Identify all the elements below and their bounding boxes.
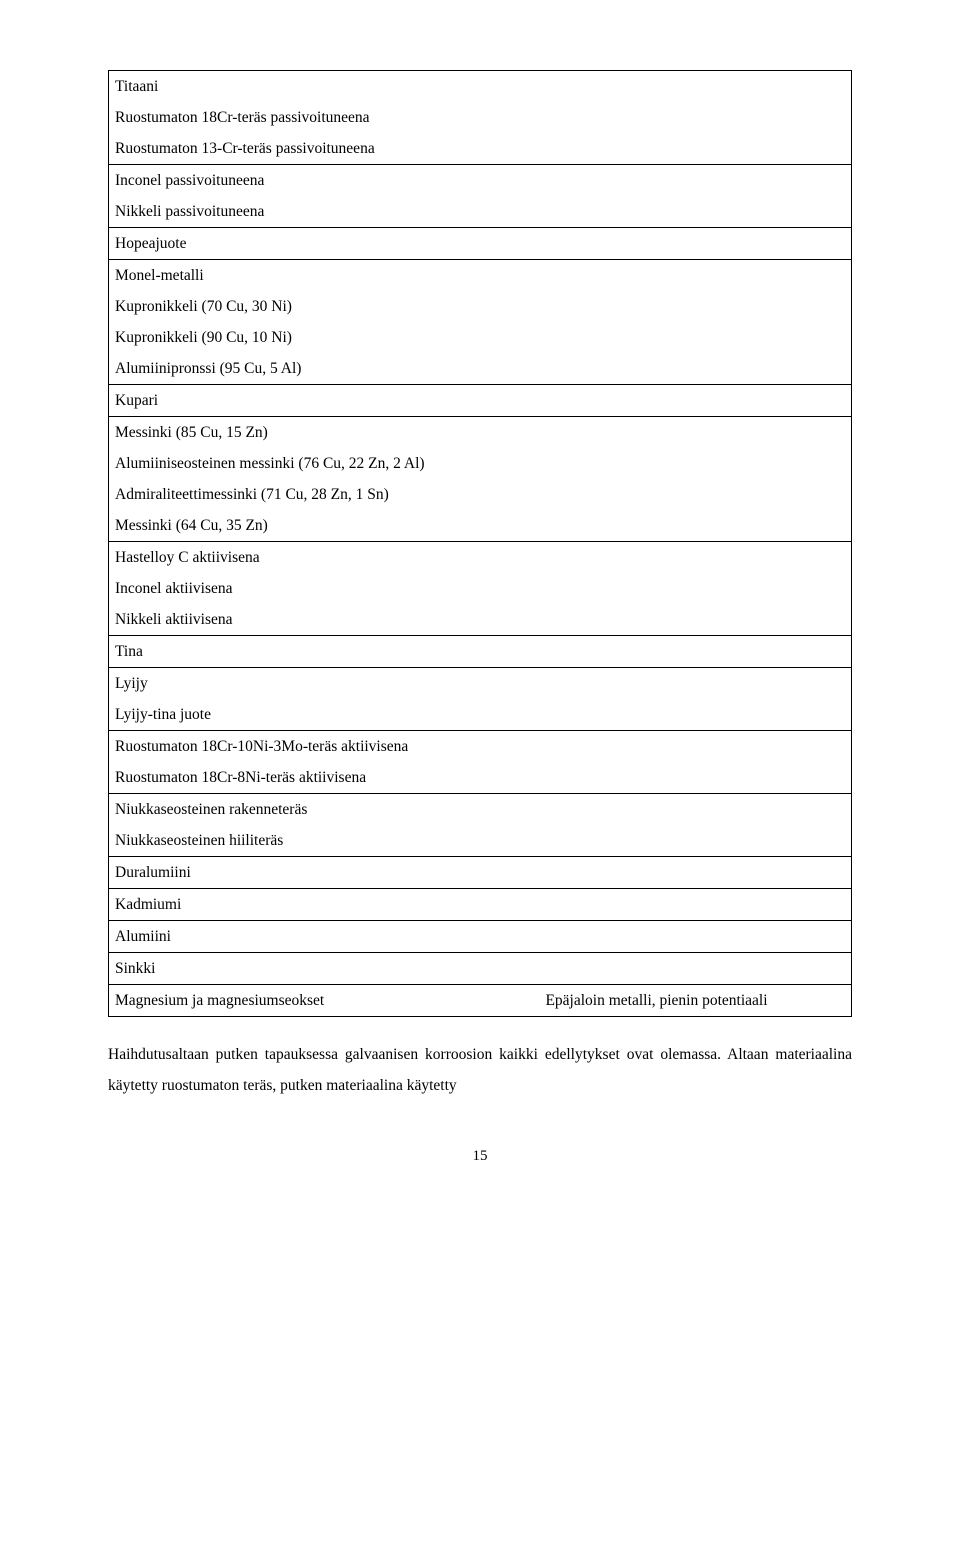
table-cell: Messinki (64 Cu, 35 Zn)	[109, 510, 540, 542]
table-cell: Epäjaloin metalli, pienin potentiaali	[539, 985, 851, 1017]
table-row: Hastelloy C aktiivisena	[109, 542, 852, 574]
table-row: Alumiini	[109, 921, 852, 953]
table-cell: Magnesium ja magnesiumseokset	[109, 985, 540, 1017]
table-row: Tina	[109, 636, 852, 668]
table-row: Inconel passivoituneena	[109, 165, 852, 197]
table-cell	[539, 417, 851, 542]
table-cell: Kupronikkeli (70 Cu, 30 Ni)	[109, 291, 540, 322]
table-cell: Messinki (85 Cu, 15 Zn)	[109, 417, 540, 449]
body-paragraph: Haihdutusaltaan putken tapauksessa galva…	[108, 1039, 852, 1101]
table-cell: Titaani	[109, 71, 540, 103]
table-cell: Ruostumaton 18Cr-teräs passivoituneena	[109, 102, 540, 133]
table-cell: Admiraliteettimessinki (71 Cu, 28 Zn, 1 …	[109, 479, 540, 510]
table-row: Magnesium ja magnesiumseoksetEpäjaloin m…	[109, 985, 852, 1017]
table-cell	[539, 165, 851, 228]
table-cell	[539, 794, 851, 857]
table-cell: Hopeajuote	[109, 228, 540, 260]
table-cell	[539, 731, 851, 794]
table-cell	[539, 889, 851, 921]
table-cell: Lyijy	[109, 668, 540, 700]
table-cell: Nikkeli passivoituneena	[109, 196, 540, 228]
table-row: Titaani	[109, 71, 852, 103]
table-cell: Alumiinipronssi (95 Cu, 5 Al)	[109, 353, 540, 385]
table-row: Niukkaseosteinen rakenneteräs	[109, 794, 852, 826]
table-cell: Tina	[109, 636, 540, 668]
table-row: Duralumiini	[109, 857, 852, 889]
table-cell: Kadmiumi	[109, 889, 540, 921]
table-cell	[539, 668, 851, 731]
table-row: Sinkki	[109, 953, 852, 985]
table-cell	[539, 260, 851, 385]
table-cell: Alumiiniseosteinen messinki (76 Cu, 22 Z…	[109, 448, 540, 479]
table-cell	[539, 228, 851, 260]
table-cell	[539, 542, 851, 636]
table-cell	[539, 857, 851, 889]
table-row: Hopeajuote	[109, 228, 852, 260]
table-cell: Nikkeli aktiivisena	[109, 604, 540, 636]
table-row: Kupari	[109, 385, 852, 417]
materials-table: TitaaniRuostumaton 18Cr-teräs passivoitu…	[108, 70, 852, 1017]
table-cell: Kupari	[109, 385, 540, 417]
table-cell	[539, 71, 851, 165]
table-row: Ruostumaton 18Cr-10Ni-3Mo-teräs aktiivis…	[109, 731, 852, 763]
table-row: Monel-metalli	[109, 260, 852, 292]
table-cell: Hastelloy C aktiivisena	[109, 542, 540, 574]
table-cell: Inconel passivoituneena	[109, 165, 540, 197]
table-cell	[539, 385, 851, 417]
table-cell: Niukkaseosteinen rakenneteräs	[109, 794, 540, 826]
table-cell: Kupronikkeli (90 Cu, 10 Ni)	[109, 322, 540, 353]
table-row: Lyijy	[109, 668, 852, 700]
table-cell: Monel-metalli	[109, 260, 540, 292]
table-cell: Ruostumaton 18Cr-8Ni-teräs aktiivisena	[109, 762, 540, 794]
table-cell: Niukkaseosteinen hiiliteräs	[109, 825, 540, 857]
table-cell: Duralumiini	[109, 857, 540, 889]
table-cell: Alumiini	[109, 921, 540, 953]
table-cell: Inconel aktiivisena	[109, 573, 540, 604]
table-cell: Lyijy-tina juote	[109, 699, 540, 731]
table-cell: Sinkki	[109, 953, 540, 985]
table-cell	[539, 921, 851, 953]
table-row: Messinki (85 Cu, 15 Zn)	[109, 417, 852, 449]
table-cell: Ruostumaton 13-Cr-teräs passivoituneena	[109, 133, 540, 165]
table-row: Kadmiumi	[109, 889, 852, 921]
table-cell	[539, 636, 851, 668]
table-cell	[539, 953, 851, 985]
table-cell: Ruostumaton 18Cr-10Ni-3Mo-teräs aktiivis…	[109, 731, 540, 763]
page-number: 15	[108, 1141, 852, 1171]
